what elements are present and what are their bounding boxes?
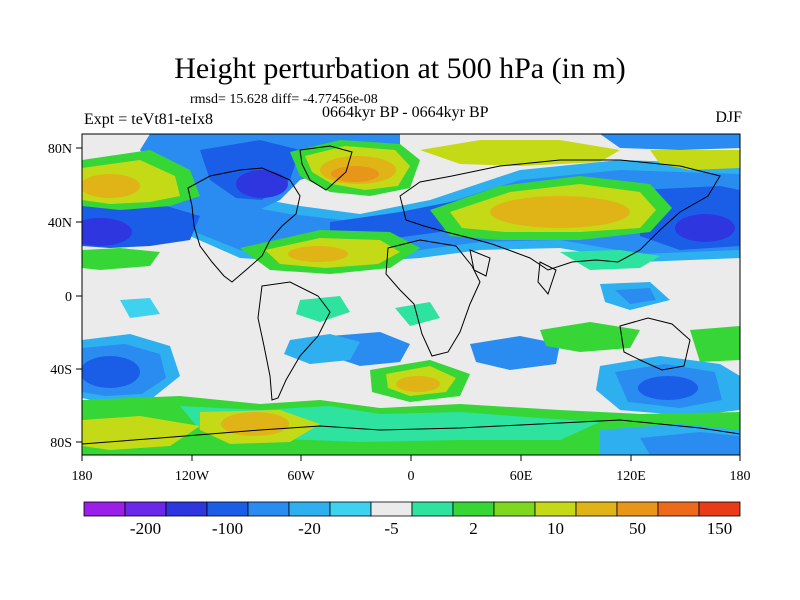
colorbar-swatch xyxy=(616,501,659,517)
colorbar-label: -200 xyxy=(130,519,161,538)
colorbar-swatch xyxy=(534,501,577,517)
y-tick-label: 80S xyxy=(50,436,72,451)
coastlines xyxy=(82,145,740,445)
colorbar-label: -5 xyxy=(384,519,398,538)
x-tick-label: 60E xyxy=(510,469,533,484)
x-axis-ticks xyxy=(81,455,741,461)
colorbar-swatch xyxy=(83,501,126,517)
colorbar-swatch xyxy=(206,501,249,517)
colorbar-swatch xyxy=(657,501,700,517)
colorbar-label: 150 xyxy=(707,519,733,538)
season-label: DJF xyxy=(715,109,742,126)
colorbar-label: -100 xyxy=(212,519,243,538)
y-tick-label: 0 xyxy=(65,290,72,305)
map-title: Height perturbation at 500 hPa (in m) xyxy=(174,52,626,85)
colorbar-label: 10 xyxy=(547,519,564,538)
x-tick-label: 60W xyxy=(287,469,315,484)
x-tick-label: 180 xyxy=(730,469,751,484)
colorbar-swatch xyxy=(452,501,495,517)
colorbar xyxy=(83,501,741,517)
colorbar-swatch xyxy=(124,501,167,517)
x-tick-label: 180 xyxy=(72,469,93,484)
x-tick-label: 120E xyxy=(616,469,646,484)
experiment-label: Expt = teVt81-teIx8 xyxy=(84,111,213,128)
colorbar-swatch xyxy=(493,501,536,517)
colorbar-swatch xyxy=(288,501,331,517)
colorbar-swatch xyxy=(329,501,372,517)
x-tick-label: 0 xyxy=(408,469,415,484)
y-axis-ticks xyxy=(76,147,82,443)
period-label: 0664kyr BP - 0664kyr BP xyxy=(322,104,489,121)
stats-label: rmsd= 15.628 diff= -4.77456e-08 xyxy=(190,92,378,107)
colorbar-swatch xyxy=(698,501,741,517)
x-tick-label: 120W xyxy=(175,469,210,484)
colorbar-swatch xyxy=(247,501,290,517)
colorbar-label: 50 xyxy=(629,519,646,538)
y-tick-label: 40N xyxy=(48,216,72,231)
colorbar-swatch xyxy=(165,501,208,517)
y-tick-label: 40S xyxy=(50,363,72,378)
colorbar-labels: -200 -100 -20 -5 2 10 50 150 xyxy=(130,519,732,538)
colorbar-label: -20 xyxy=(298,519,321,538)
colorbar-swatch xyxy=(411,501,454,517)
colorbar-swatch xyxy=(575,501,618,517)
colorbar-label: 2 xyxy=(469,519,478,538)
y-tick-label: 80N xyxy=(48,142,72,157)
colorbar-swatch xyxy=(370,501,413,517)
contour-field xyxy=(82,134,740,455)
